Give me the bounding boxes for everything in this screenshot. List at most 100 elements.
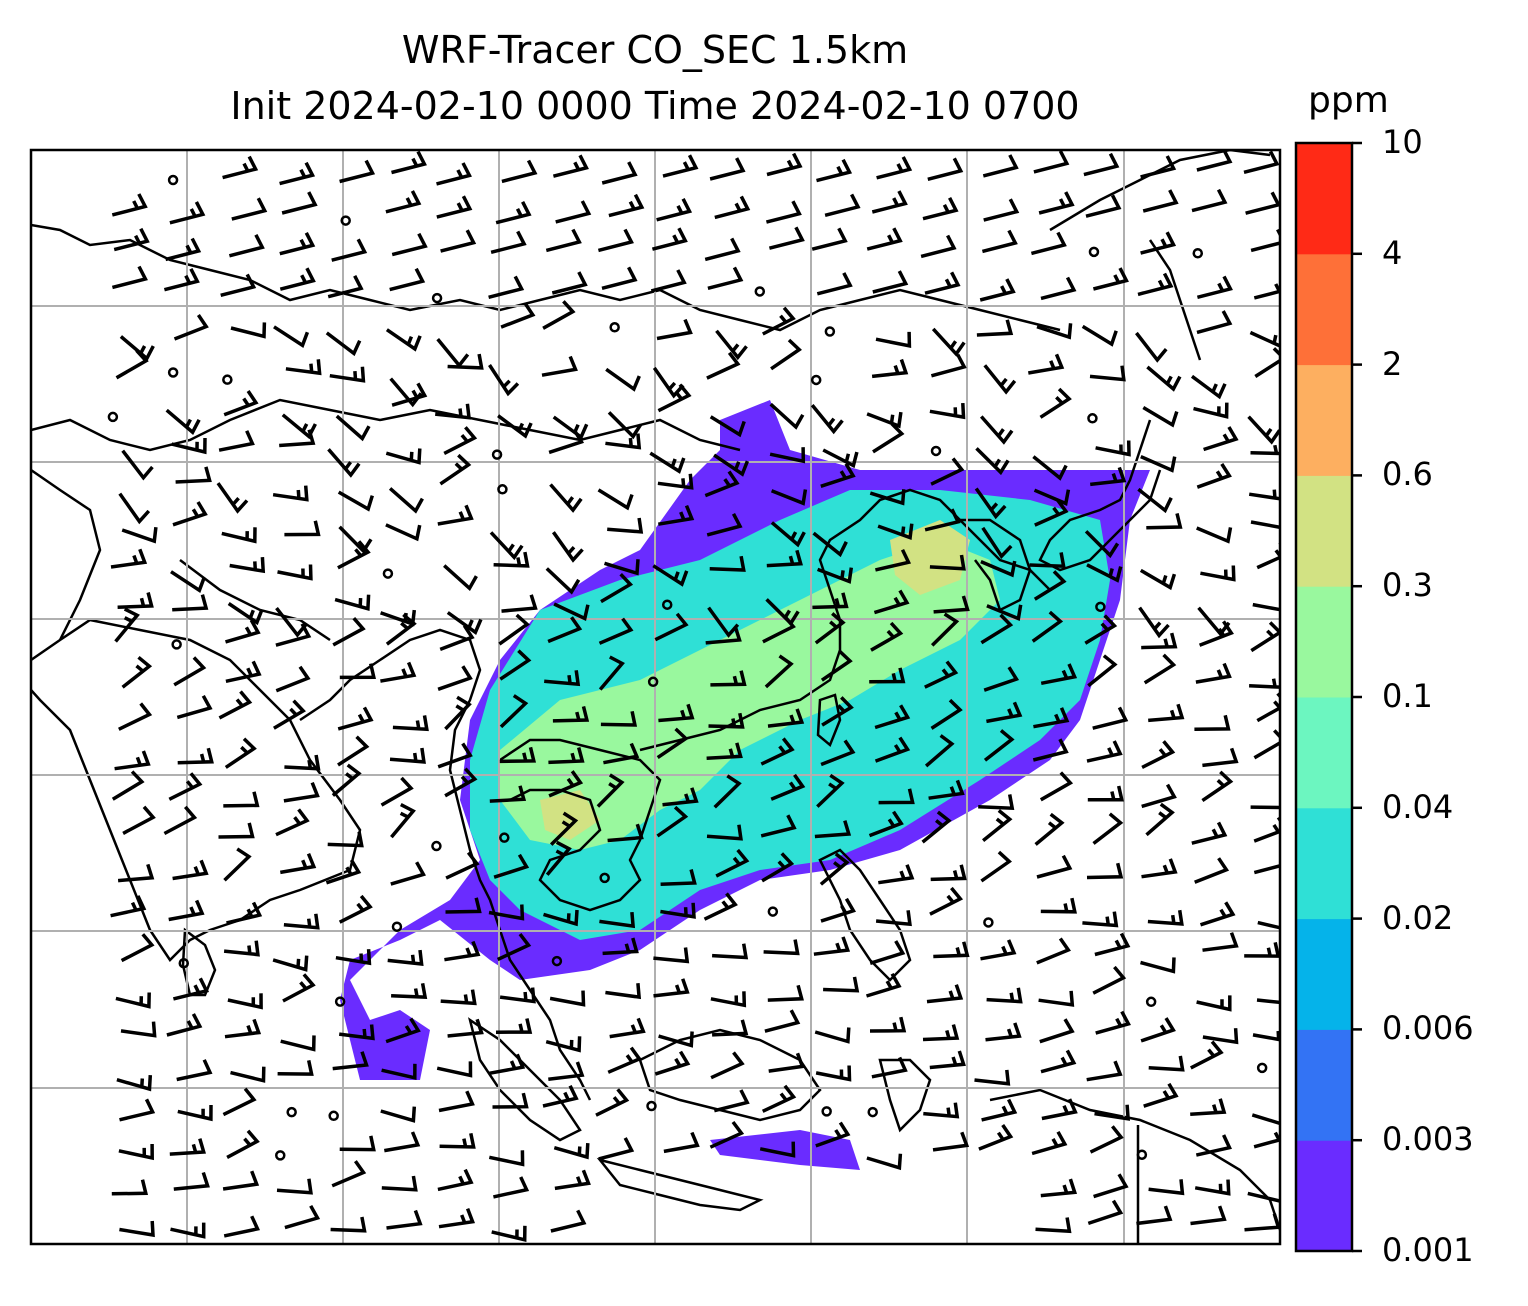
wind-barb — [391, 232, 428, 257]
wind-barb — [492, 1092, 529, 1109]
wind-barb — [380, 776, 414, 807]
wind-barb — [177, 1104, 213, 1122]
wind-barb — [1196, 462, 1232, 489]
wind-barb — [218, 430, 255, 452]
wind-barb — [385, 523, 422, 542]
colorbar-tick-label: 0.3 — [1382, 566, 1433, 605]
wind-barb — [116, 1075, 153, 1092]
wind-barb — [764, 654, 794, 689]
wind-barb — [1035, 1217, 1072, 1234]
calm-wind-marker — [275, 1150, 286, 1161]
wind-barb — [1039, 771, 1074, 802]
wind-barb — [111, 770, 145, 801]
calm-wind-marker — [431, 840, 442, 852]
wind-barb — [231, 197, 268, 221]
wind-barb — [653, 978, 690, 998]
wind-barb — [872, 422, 905, 454]
wind-barb — [114, 607, 140, 643]
wind-barb — [607, 1046, 643, 1074]
wind-barb — [1087, 654, 1118, 688]
calm-wind-marker — [391, 921, 403, 932]
wind-barb — [1089, 1125, 1124, 1154]
wind-barb — [1253, 816, 1280, 843]
wind-barb — [924, 660, 959, 689]
wind-barb — [1081, 324, 1118, 347]
calm-wind-marker — [167, 367, 179, 378]
wind-barb — [603, 559, 640, 576]
colorbar-tick-label: 4 — [1382, 233, 1403, 272]
wind-barb — [871, 190, 908, 214]
wind-barb — [596, 773, 625, 808]
wind-barb — [869, 940, 906, 965]
wind-barb — [385, 190, 422, 214]
wind-barb — [870, 621, 904, 652]
wind-barb — [816, 773, 845, 808]
wind-barb — [549, 483, 583, 513]
wind-barb — [1036, 323, 1073, 340]
wind-barb — [118, 1143, 154, 1161]
wind-barb — [218, 822, 255, 839]
wind-barb — [499, 987, 536, 1004]
wind-barb — [549, 811, 579, 846]
wind-barb — [815, 1065, 852, 1082]
wind-barb — [1196, 995, 1232, 1012]
wind-barb — [279, 161, 316, 186]
wind-barb — [1256, 542, 1280, 570]
wind-barb — [439, 453, 472, 486]
wind-barb — [216, 482, 249, 514]
wind-barb — [1140, 454, 1177, 473]
colorbar-tick-label: 0.02 — [1382, 898, 1454, 937]
wind-barb — [1146, 365, 1182, 392]
calm-wind-marker — [107, 411, 119, 423]
wind-barb — [498, 613, 530, 646]
wind-barb — [866, 227, 903, 251]
calm-wind-marker — [551, 955, 563, 967]
wind-barb — [331, 763, 362, 797]
wind-barb — [391, 150, 427, 175]
wind-barb — [1199, 901, 1236, 927]
wind-barb — [878, 788, 915, 805]
wind-barb — [878, 864, 915, 885]
wind-barb — [598, 617, 634, 645]
wind-barb — [281, 413, 317, 440]
wind-barb — [275, 665, 311, 693]
wind-barb — [1202, 1028, 1239, 1045]
wind-barb — [929, 403, 966, 420]
calm-wind-marker — [754, 286, 766, 297]
wind-barb — [922, 197, 959, 221]
wind-barb — [662, 787, 699, 807]
wind-barb — [1092, 706, 1129, 730]
wind-barb — [1039, 1018, 1075, 1044]
wind-barb — [170, 1222, 206, 1239]
wind-barb — [1033, 488, 1071, 506]
wind-barb — [975, 447, 1010, 476]
wind-barb — [224, 737, 257, 769]
wind-barb — [1135, 331, 1168, 363]
wind-barb — [986, 701, 1023, 724]
wind-barb — [542, 1084, 579, 1108]
wind-barb — [1248, 489, 1280, 501]
wind-barb — [1032, 455, 1068, 481]
wind-barb — [710, 1051, 745, 1080]
wind-barb — [171, 437, 207, 455]
wind-barb — [338, 525, 373, 554]
wind-barb — [173, 314, 209, 341]
wind-barb — [172, 859, 209, 881]
wind-barb — [122, 805, 156, 835]
wind-barb — [115, 992, 151, 1009]
wind-barb — [1031, 1130, 1068, 1156]
wind-barb — [551, 531, 584, 563]
colorbar-tick-label: 0.6 — [1382, 455, 1433, 494]
wind-barb — [653, 947, 690, 964]
wind-barb — [814, 1027, 851, 1044]
wind-barb — [980, 613, 1014, 645]
wind-barb — [1039, 387, 1072, 419]
wind-barb — [1142, 189, 1179, 213]
wind-barb — [924, 508, 961, 532]
wind-barb — [1136, 1205, 1173, 1226]
wind-barb — [871, 1056, 908, 1079]
wind-barb — [710, 991, 747, 1008]
wind-barb — [873, 589, 910, 615]
wind-barb — [1202, 747, 1239, 768]
wind-barb — [230, 322, 267, 339]
